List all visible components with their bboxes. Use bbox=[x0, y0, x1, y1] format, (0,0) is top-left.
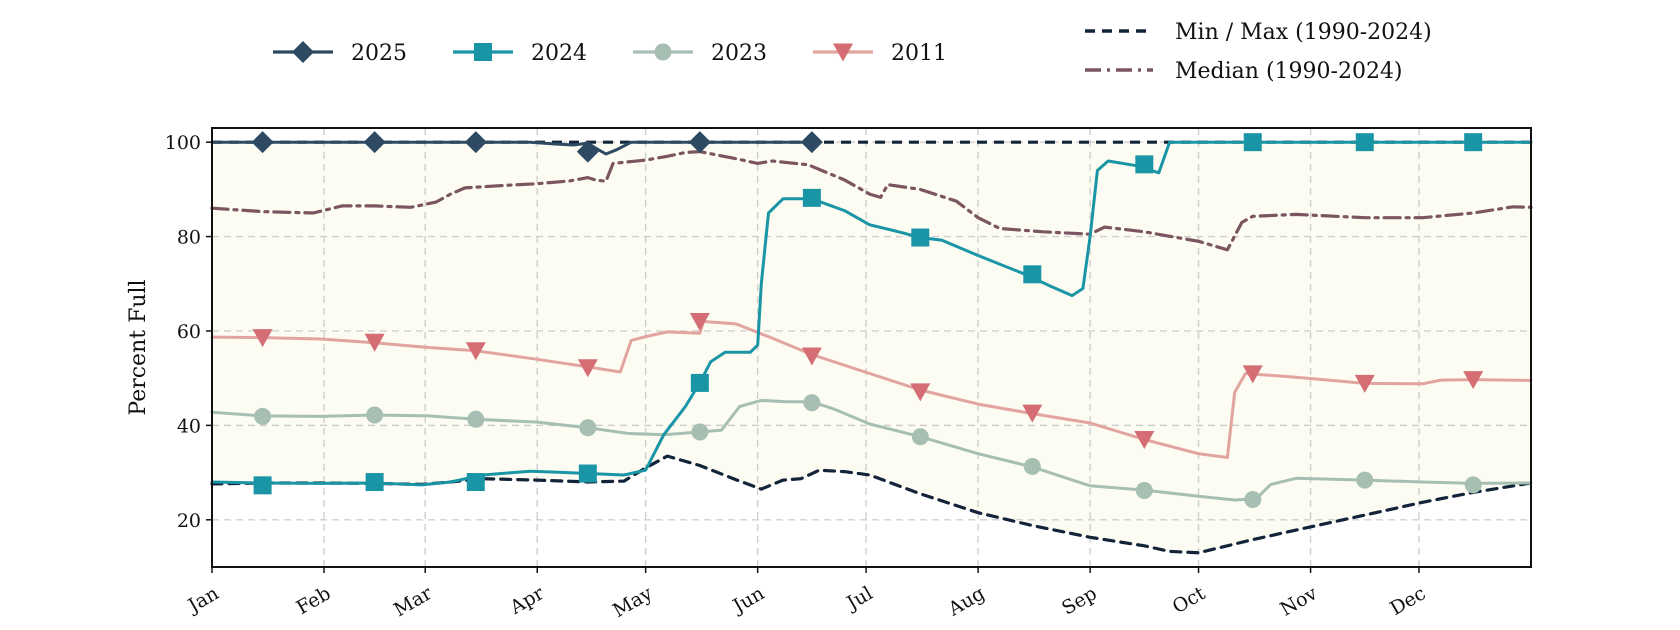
marker-2024 bbox=[253, 476, 272, 495]
marker-2011 bbox=[1242, 365, 1263, 384]
marker-2025 bbox=[363, 131, 386, 154]
marker-2023 bbox=[1023, 457, 1041, 475]
y-axis: 20 40 60 80 100 bbox=[165, 132, 212, 532]
marker-2023 bbox=[366, 406, 384, 424]
marker-2011 bbox=[1022, 404, 1043, 423]
marker-2011 bbox=[577, 359, 598, 378]
y-tick-label: 80 bbox=[177, 227, 201, 249]
series-line-2023 bbox=[210, 398, 1533, 502]
marker-2024 bbox=[365, 473, 384, 492]
x-tick-label: Mar bbox=[390, 582, 436, 621]
legend-label-median-1990-2024: Median (1990-2024) bbox=[1175, 59, 1403, 84]
x-tick-label: Nov bbox=[1276, 582, 1321, 621]
marker-2024 bbox=[690, 373, 709, 392]
legend-marker-2023 bbox=[654, 43, 672, 61]
x-tick-label: Jan bbox=[183, 582, 223, 618]
series-line-2024 bbox=[210, 140, 1533, 487]
y-tick-label: 40 bbox=[177, 415, 201, 437]
marker-2024 bbox=[1355, 133, 1374, 152]
marker-2023 bbox=[1464, 476, 1482, 494]
series-lines bbox=[210, 140, 1533, 555]
marker-2023 bbox=[911, 428, 929, 446]
marker-2023 bbox=[254, 407, 272, 425]
min-max-band bbox=[212, 142, 1531, 553]
marker-2024 bbox=[1464, 133, 1483, 152]
marker-2011 bbox=[1354, 374, 1375, 393]
x-tick-label: May bbox=[609, 582, 656, 622]
marker-2011 bbox=[1134, 431, 1155, 450]
marker-2025 bbox=[251, 131, 274, 154]
legend-label-2024: 2024 bbox=[531, 41, 587, 66]
legend-label-2025: 2025 bbox=[351, 41, 407, 66]
marker-2011 bbox=[910, 383, 931, 402]
marker-2023 bbox=[1356, 471, 1374, 489]
x-tick-label: Jul bbox=[841, 582, 876, 615]
marker-2024 bbox=[578, 464, 597, 483]
marker-2024 bbox=[802, 188, 821, 207]
marker-2023 bbox=[1244, 490, 1262, 508]
series-line-median-1990-2024 bbox=[210, 150, 1533, 252]
legend: 2025 2024 2023 2011 Min / Max (1990-2024) Med… bbox=[273, 20, 1432, 84]
marker-2025 bbox=[688, 131, 711, 154]
x-tick-label: Aug bbox=[944, 582, 989, 621]
marker-2011 bbox=[364, 333, 385, 352]
marker-2011 bbox=[689, 313, 710, 332]
x-tick-label: Dec bbox=[1386, 582, 1429, 620]
marker-2011 bbox=[1463, 371, 1484, 390]
series-markers bbox=[251, 131, 1484, 508]
y-axis-title: Percent Full bbox=[126, 279, 151, 415]
marker-2023 bbox=[579, 419, 597, 437]
plot-frame bbox=[211, 127, 1532, 568]
marker-2025 bbox=[464, 131, 487, 154]
x-tick-label: Jun bbox=[728, 582, 769, 618]
x-axis: Jan Feb Mar Apr May Jun Jul Aug Sep Oct Nov Dec bbox=[183, 567, 1429, 622]
x-tick-label: Feb bbox=[293, 582, 335, 619]
marker-2023 bbox=[467, 410, 485, 428]
marker-2024 bbox=[1135, 155, 1154, 174]
marker-2024 bbox=[1023, 265, 1042, 284]
legend-label-2023: 2023 bbox=[711, 41, 767, 66]
marker-2023 bbox=[1135, 482, 1153, 500]
marker-2023 bbox=[803, 394, 821, 412]
legend-label-min-max-1990-2024: Min / Max (1990-2024) bbox=[1175, 20, 1432, 45]
y-tick-label: 100 bbox=[165, 132, 201, 154]
y-tick-label: 20 bbox=[177, 510, 201, 532]
y-tick-label: 60 bbox=[177, 321, 201, 343]
marker-2011 bbox=[252, 329, 273, 348]
legend-label-2011: 2011 bbox=[891, 41, 947, 66]
marker-2025 bbox=[800, 131, 823, 154]
legend-marker-2024 bbox=[474, 43, 492, 61]
marker-2011 bbox=[801, 347, 822, 366]
marker-2024 bbox=[466, 473, 485, 492]
legend-marker-2025 bbox=[292, 41, 314, 63]
x-tick-label: Oct bbox=[1169, 582, 1210, 618]
marker-2024 bbox=[911, 228, 930, 247]
x-tick-label: Sep bbox=[1058, 582, 1101, 619]
marker-2024 bbox=[1243, 133, 1262, 152]
legend-marker-2011 bbox=[833, 43, 853, 62]
x-tick-label: Apr bbox=[506, 582, 549, 619]
marker-2023 bbox=[691, 423, 709, 441]
marker-2025 bbox=[576, 140, 599, 163]
marker-2011 bbox=[465, 342, 486, 361]
